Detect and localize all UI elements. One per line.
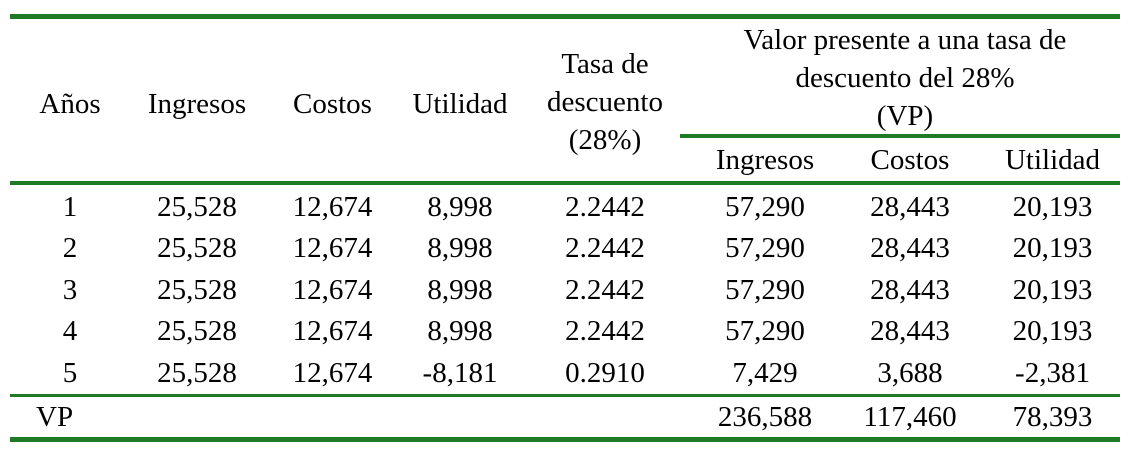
cell-vp-utilidad: 20,193 <box>1012 315 1093 347</box>
cell-tasa: 2.2442 <box>565 191 645 223</box>
total-rule <box>10 394 1120 397</box>
cell-ano: 1 <box>62 191 78 223</box>
cell-tasa: 2.2442 <box>565 274 645 306</box>
cell-vp-costos: 28,443 <box>870 191 950 223</box>
header-costos: Costos <box>293 88 372 120</box>
cell-vp-ingresos: 57,290 <box>725 274 805 306</box>
header-rule <box>10 181 1120 185</box>
header-tasa-line2: descuento <box>547 86 663 118</box>
cell-ingresos: 25,528 <box>157 232 237 264</box>
bottom-rule <box>10 437 1120 442</box>
total-label: VP <box>36 401 74 433</box>
cell-vp-ingresos: 57,290 <box>725 315 805 347</box>
header-utilidad: Utilidad <box>412 88 508 120</box>
cell-ano: 2 <box>62 232 78 264</box>
header-vp-costos: Costos <box>870 144 950 176</box>
cell-vp-costos: 28,443 <box>870 232 950 264</box>
cell-ingresos: 25,528 <box>157 191 237 223</box>
vp-subheader-rule <box>680 134 1120 138</box>
header-tasa-line1: Tasa de <box>561 48 649 80</box>
cell-ano: 4 <box>62 315 78 347</box>
cell-costos: 12,674 <box>292 274 373 306</box>
cell-utilidad: -8,181 <box>422 357 498 389</box>
header-vp-ingresos: Ingresos <box>715 144 815 176</box>
header-vp-line2: descuento del 28% <box>795 62 1015 94</box>
cell-vp-utilidad: -2,381 <box>1015 357 1090 389</box>
total-vp-costos: 117,460 <box>863 401 957 433</box>
cell-utilidad: 8,998 <box>427 232 493 264</box>
top-rule <box>10 14 1120 19</box>
header-vp-line3: (VP) <box>876 100 934 132</box>
cell-ingresos: 25,528 <box>157 315 237 347</box>
total-vp-utilidad: 78,393 <box>1012 401 1093 433</box>
cell-ano: 3 <box>62 274 78 306</box>
cell-costos: 12,674 <box>292 315 373 347</box>
cell-utilidad: 8,998 <box>427 191 493 223</box>
cell-vp-costos: 28,443 <box>870 274 950 306</box>
header-anos: Años <box>39 88 101 120</box>
cell-utilidad: 8,998 <box>427 274 493 306</box>
cell-tasa: 2.2442 <box>565 232 645 264</box>
cell-costos: 12,674 <box>292 191 373 223</box>
header-tasa-line3: (28%) <box>568 124 642 156</box>
cell-vp-ingresos: 57,290 <box>725 232 805 264</box>
cell-vp-utilidad: 20,193 <box>1012 232 1093 264</box>
cell-ano: 5 <box>62 357 78 389</box>
cell-vp-ingresos: 57,290 <box>725 191 805 223</box>
cell-vp-utilidad: 20,193 <box>1012 191 1093 223</box>
cell-costos: 12,674 <box>292 357 373 389</box>
cell-vp-ingresos: 7,429 <box>732 357 798 389</box>
cell-utilidad: 8,998 <box>427 315 493 347</box>
cell-ingresos: 25,528 <box>157 274 237 306</box>
header-vp-line1: Valor presente a una tasa de <box>743 24 1067 56</box>
cell-vp-utilidad: 20,193 <box>1012 274 1093 306</box>
present-value-table: Años Ingresos Costos Utilidad Tasa de de… <box>10 14 1120 446</box>
cell-costos: 12,674 <box>292 232 373 264</box>
cell-vp-costos: 28,443 <box>870 315 950 347</box>
header-vp-utilidad: Utilidad <box>1004 144 1101 176</box>
header-ingresos: Ingresos <box>147 88 247 120</box>
cell-tasa: 0.2910 <box>565 357 645 389</box>
cell-vp-costos: 3,688 <box>877 357 943 389</box>
cell-tasa: 2.2442 <box>565 315 645 347</box>
total-vp-ingresos: 236,588 <box>717 401 813 433</box>
cell-ingresos: 25,528 <box>157 357 237 389</box>
